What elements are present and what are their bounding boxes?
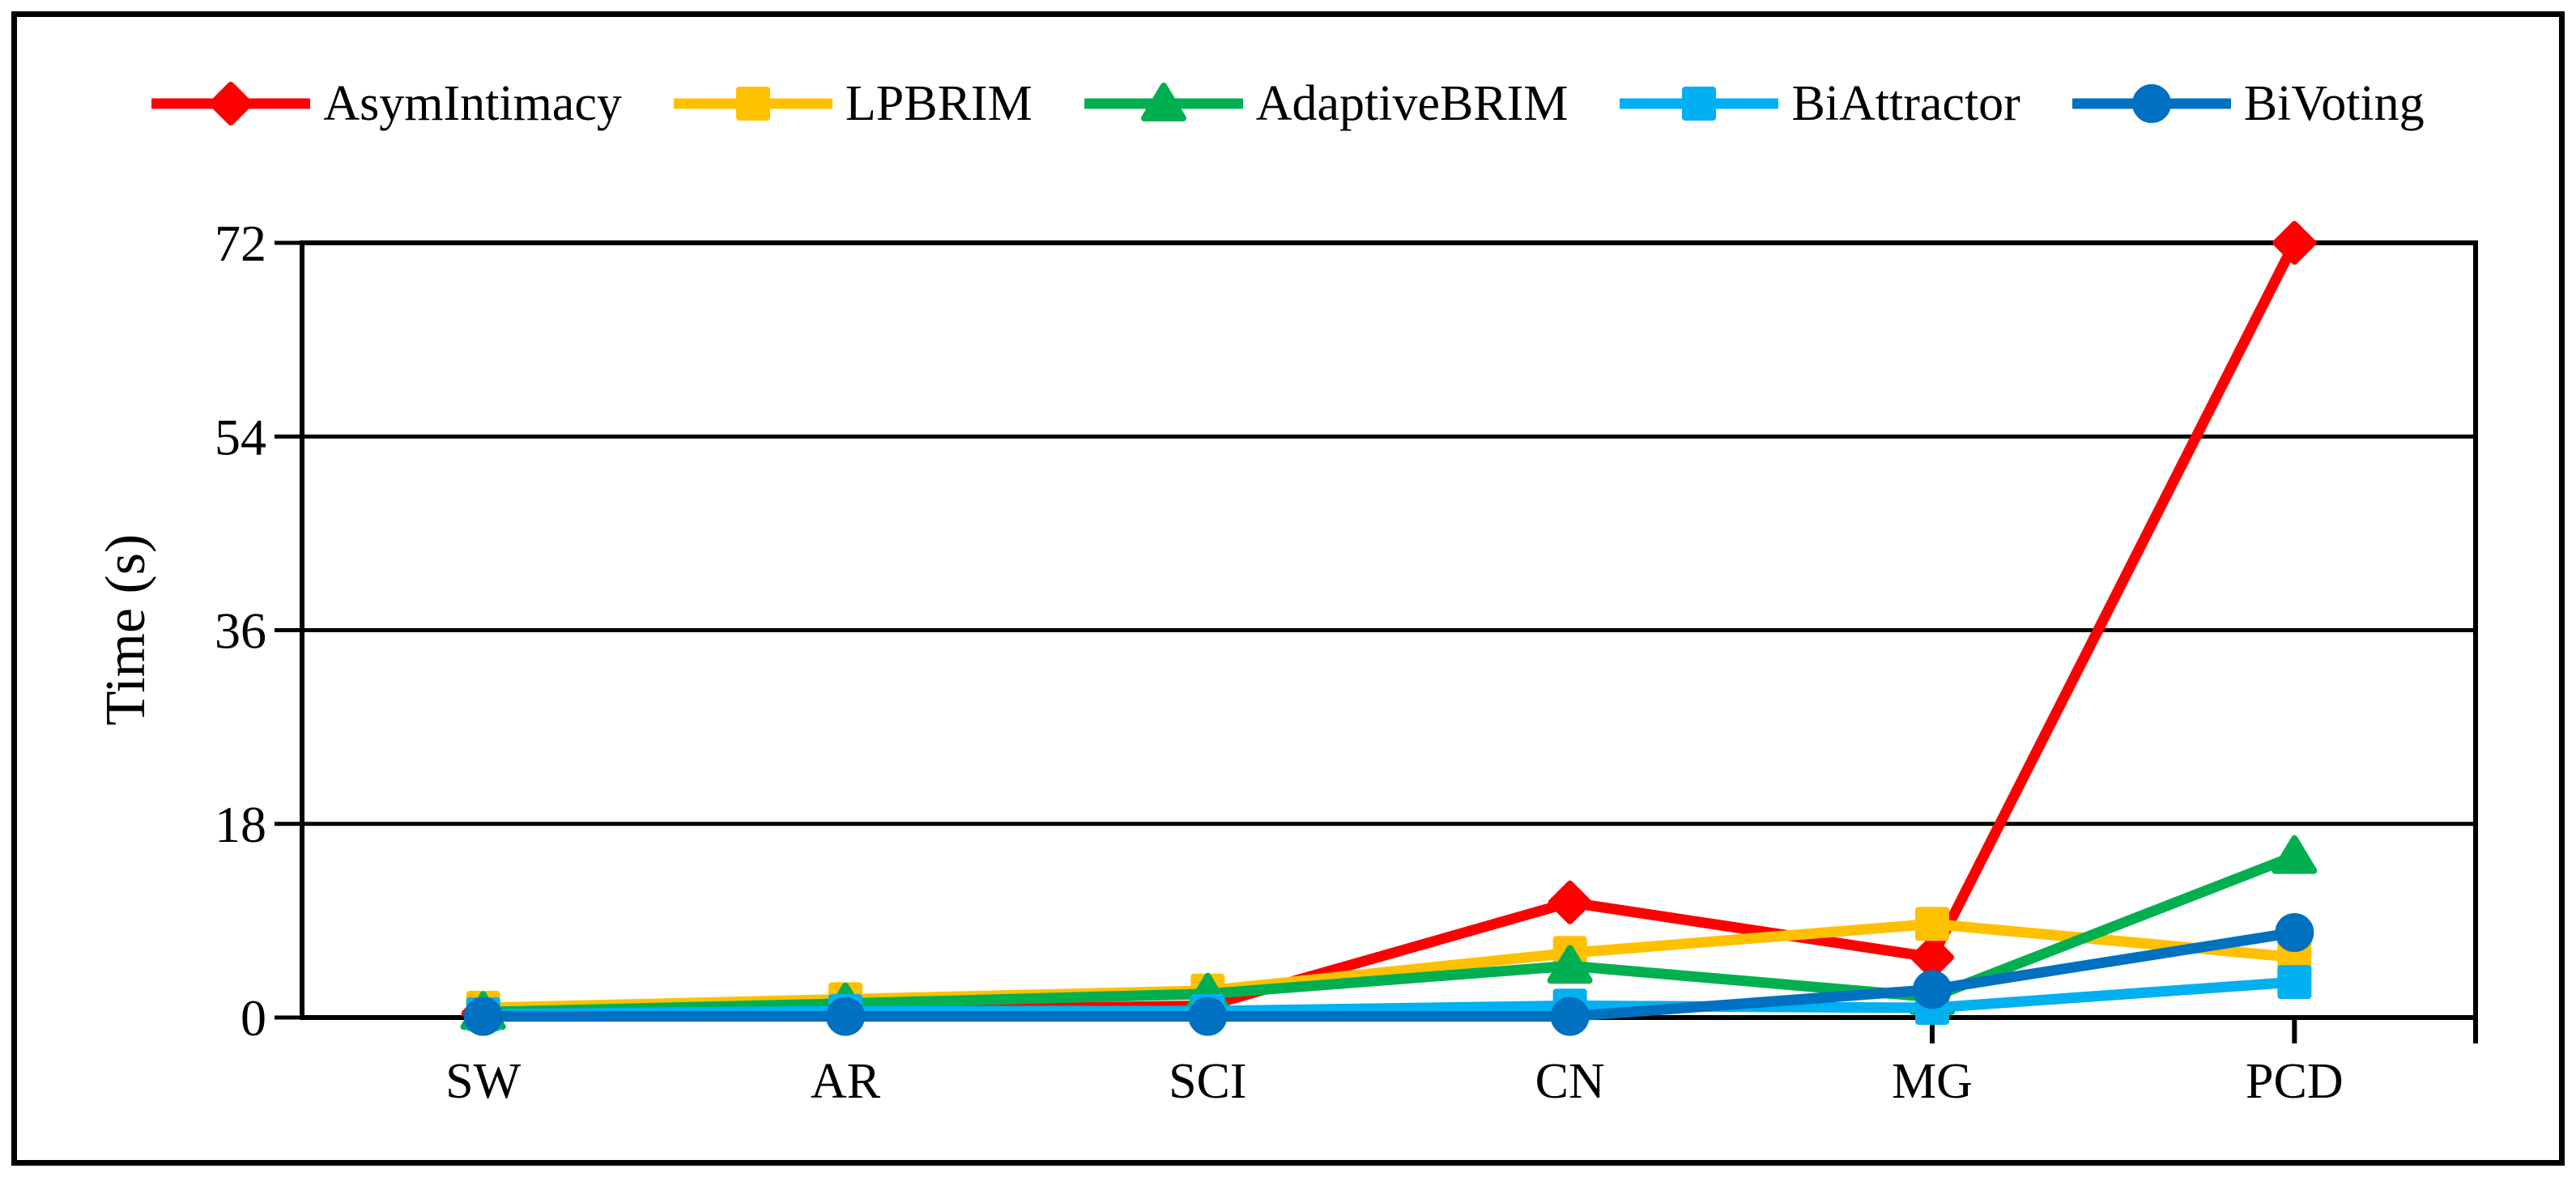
series-line-AsymIntimacy xyxy=(478,237,2300,1019)
legend-item-LPBRIM: LPBRIM xyxy=(673,71,1033,136)
legend-square-icon xyxy=(1620,87,1779,121)
marker-AsymIntimacy-CN xyxy=(1548,880,1592,924)
legend-label: AsymIntimacy xyxy=(323,76,622,131)
y-axis-tick-label: 54 xyxy=(215,408,266,465)
x-axis-category-label: SCI xyxy=(1169,1054,1246,1109)
marker-BiAttractor-PCD xyxy=(2277,965,2312,1000)
marker-BiVoting-SCI xyxy=(1188,996,1228,1036)
y-axis-tick-label: 72 xyxy=(215,215,266,272)
y-axis-tick-label: 18 xyxy=(215,796,266,853)
x-axis-category-label: AR xyxy=(811,1054,881,1109)
marker-BiVoting-PCD xyxy=(2275,912,2314,952)
legend-circle-icon xyxy=(2071,84,2231,123)
marker-BiVoting-AR xyxy=(826,996,865,1036)
x-axis-category-label: CN xyxy=(1535,1054,1605,1109)
legend-triangle-icon xyxy=(1084,83,1243,121)
marker-BiVoting-CN xyxy=(1550,996,1590,1036)
series-line-AdaptiveBRIM xyxy=(478,851,2300,1018)
marker-BiVoting-MG xyxy=(1913,970,1952,1009)
marker-AsymIntimacy-PCD xyxy=(2272,221,2317,265)
x-axis-category-label: MG xyxy=(1892,1054,1973,1109)
x-axis-category-label: PCD xyxy=(2246,1054,2344,1109)
y-axis-tick-label: 0 xyxy=(241,989,266,1047)
marker-LPBRIM-MG xyxy=(1915,907,1949,941)
legend-label: AdaptiveBRIM xyxy=(1255,76,1569,131)
marker-AdaptiveBRIM-PCD xyxy=(2272,835,2318,874)
legend-item-AdaptiveBRIM: AdaptiveBRIM xyxy=(1084,71,1569,136)
series-line-BiVoting xyxy=(478,927,2300,1022)
y-axis-title: Time (s) xyxy=(95,534,157,726)
x-axis-category-label: SW xyxy=(445,1054,521,1109)
legend-item-BiAttractor: BiAttractor xyxy=(1620,71,2020,136)
legend: AsymIntimacy LPBRIM AdaptiveBRIM BiAttracto… xyxy=(0,71,2576,136)
legend-label: LPBRIM xyxy=(845,76,1033,131)
marker-AdaptiveBRIM-CN xyxy=(1547,945,1593,984)
legend-diamond-icon xyxy=(151,82,311,125)
y-axis-tick-label: 36 xyxy=(215,602,266,660)
legend-square-icon xyxy=(673,87,832,121)
legend-label: BiVoting xyxy=(2243,76,2425,131)
marker-BiVoting-SW xyxy=(463,996,503,1036)
legend-item-AsymIntimacy: AsymIntimacy xyxy=(151,71,622,136)
legend-label: BiAttractor xyxy=(1791,76,2020,131)
legend-item-BiVoting: BiVoting xyxy=(2071,71,2425,136)
